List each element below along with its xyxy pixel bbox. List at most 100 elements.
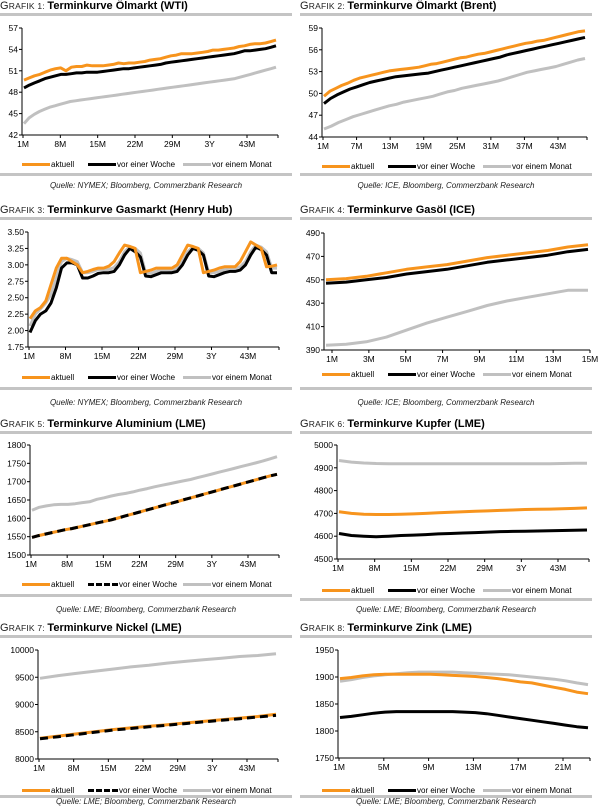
y-tick-label: 45 [9, 109, 19, 119]
legend-item: aktuell [322, 370, 374, 379]
legend-item: vor einem Monat [183, 373, 272, 382]
series-line-aktuell [23, 38, 277, 82]
x-tick-label: 1M [326, 354, 338, 364]
x-tick-label: 1M [317, 141, 329, 151]
x-tick-label: 3Y [204, 139, 215, 149]
series-line-aktuell [325, 243, 589, 282]
legend-item: aktuell [22, 786, 74, 795]
x-tick-label: 19M [415, 141, 432, 151]
y-tick-label: 1550 [7, 532, 26, 542]
legend: aktuell vor einer Woche vor einem Monat [0, 580, 292, 592]
chart-number: GRAFIK 2: [300, 0, 348, 12]
legend-item: aktuell [22, 580, 74, 589]
chart-title-text: Terminkurve Nickel (LME) [47, 622, 182, 634]
title-rule [0, 13, 292, 16]
series-line-vor-einem-monat [325, 288, 588, 347]
y-tick-label: 1500 [7, 550, 26, 560]
chart-panel-8: GRAFIK 8: Terminkurve Zink (LME) 1750 1800… [300, 595, 592, 798]
legend-item: vor einem Monat [483, 370, 572, 379]
title-rule [300, 217, 592, 220]
x-tick-label: 43M [239, 139, 256, 149]
chart-title: GRAFIK 2: Terminkurve Ölmarkt (Brent) [300, 0, 496, 12]
chart-number: GRAFIK 5: [0, 418, 48, 430]
y-tick-label: 1.75 [7, 342, 24, 352]
legend-label: aktuell [351, 786, 375, 795]
legend-item: vor einem Monat [483, 786, 572, 795]
series-line-vor-einer-woche [23, 44, 277, 90]
legend-label: aktuell [51, 786, 75, 795]
chart-title-text: Terminkurve Gasmarkt (Henry Hub) [47, 204, 233, 216]
legend-item: vor einer Woche [88, 160, 175, 169]
y-tick-label: 9000 [15, 700, 34, 710]
legend-item: aktuell [322, 786, 374, 795]
legend-label: vor einer Woche [417, 162, 476, 171]
legend-label: vor einer Woche [417, 586, 476, 595]
source-note: Quelle: NYMEX; Bloomberg, Commerzbank Re… [49, 398, 243, 407]
legend-item: aktuell [22, 373, 74, 382]
plot-area: 8000 8500 9000 9500 10000 1M 8M 15M 22M 29M 3Y 43M [10, 645, 279, 773]
title-rule [0, 217, 292, 220]
y-tick-label: 2.25 [7, 309, 24, 319]
title-rule [0, 635, 292, 638]
chart-title-text: Terminkurve Zink (LME) [347, 622, 472, 634]
series-line-vor-einem-monat [323, 57, 586, 131]
chart-panel-7: GRAFIK 7: Terminkurve Nickel (LME) 8000 85… [0, 595, 292, 798]
series-line-vor-einer-woche [339, 710, 589, 730]
series-line-aktuell [339, 672, 589, 696]
y-tick-label: 3.50 [7, 227, 24, 237]
y-tick-label: 57 [9, 23, 19, 33]
x-tick-label: 15M [89, 139, 106, 149]
x-tick-label: 43M [240, 351, 257, 361]
legend-label: vor einer Woche [117, 160, 176, 169]
source-note: Quelle: LME; Bloomberg, Commerzbank Rese… [355, 605, 537, 614]
y-tick-label: 410 [306, 322, 320, 332]
bottom-rule [300, 387, 592, 390]
x-tick-label: 17M [510, 762, 527, 772]
x-tick-label: 3Y [207, 559, 218, 569]
legend-label: vor einer Woche [117, 373, 176, 382]
chart-title: GRAFIK 7: Terminkurve Nickel (LME) [0, 622, 182, 634]
chart-title: GRAFIK 6: Terminkurve Kupfer (LME) [300, 418, 485, 430]
x-tick-label: 3M [363, 354, 375, 364]
legend-label: aktuell [51, 580, 75, 589]
y-tick-label: 1950 [315, 645, 334, 655]
series-line-vor-einem-monat [39, 652, 277, 680]
plot-area: 4500 4600 4700 4800 4900 5000 1M 8M 15M 22M 29M 3Y 4… [314, 440, 590, 573]
x-tick-label: 8M [61, 559, 73, 569]
source-note: Quelle: LME; Bloomberg, Commerzbank Rese… [55, 797, 237, 806]
title-rule [300, 635, 592, 638]
series-line-aktuell [323, 29, 586, 98]
chart-title: GRAFIK 1: Terminkurve Ölmarkt (WTI) [0, 0, 188, 12]
bottom-rule [0, 387, 292, 390]
y-tick-label: 44 [309, 132, 319, 142]
chart-number: GRAFIK 7: [0, 622, 48, 634]
legend-swatch [88, 163, 116, 166]
legend-swatch [322, 589, 350, 592]
legend-swatch [388, 373, 416, 376]
series-line-vor-einer-woche [28, 245, 277, 334]
y-tick-label: 1750 [7, 458, 26, 468]
legend-swatch [322, 373, 350, 376]
legend-item: vor einer Woche [88, 580, 177, 589]
legend-item: vor einem Monat [183, 580, 272, 589]
chart-panel-6: GRAFIK 6: Terminkurve Kupfer (LME) 4500 46… [300, 395, 592, 601]
x-tick-label: 1M [25, 559, 37, 569]
y-tick-label: 490 [306, 228, 320, 238]
x-tick-label: 15M [95, 559, 112, 569]
x-tick-label: 13M [465, 762, 482, 772]
x-tick-label: 3Y [516, 563, 527, 573]
legend-label: vor einer Woche [119, 786, 178, 795]
legend-label: vor einem Monat [212, 373, 272, 382]
y-tick-label: 470 [306, 251, 320, 261]
y-tick-label: 8500 [15, 727, 34, 737]
y-tick-label: 2.75 [7, 276, 24, 286]
legend-swatch [322, 789, 350, 792]
y-tick-label: 1750 [315, 753, 334, 763]
legend-swatch [183, 163, 211, 166]
series-line-aktuell [28, 240, 278, 320]
legend-item: vor einem Monat [183, 160, 272, 169]
plot-area: 390 410 430 450 470 490 1M 3M 5M 7M 9M 11M 13M 15M [306, 228, 598, 364]
x-tick-label: 22M [130, 351, 147, 361]
x-tick-label: 22M [127, 139, 144, 149]
y-tick-label: 2.00 [7, 326, 24, 336]
